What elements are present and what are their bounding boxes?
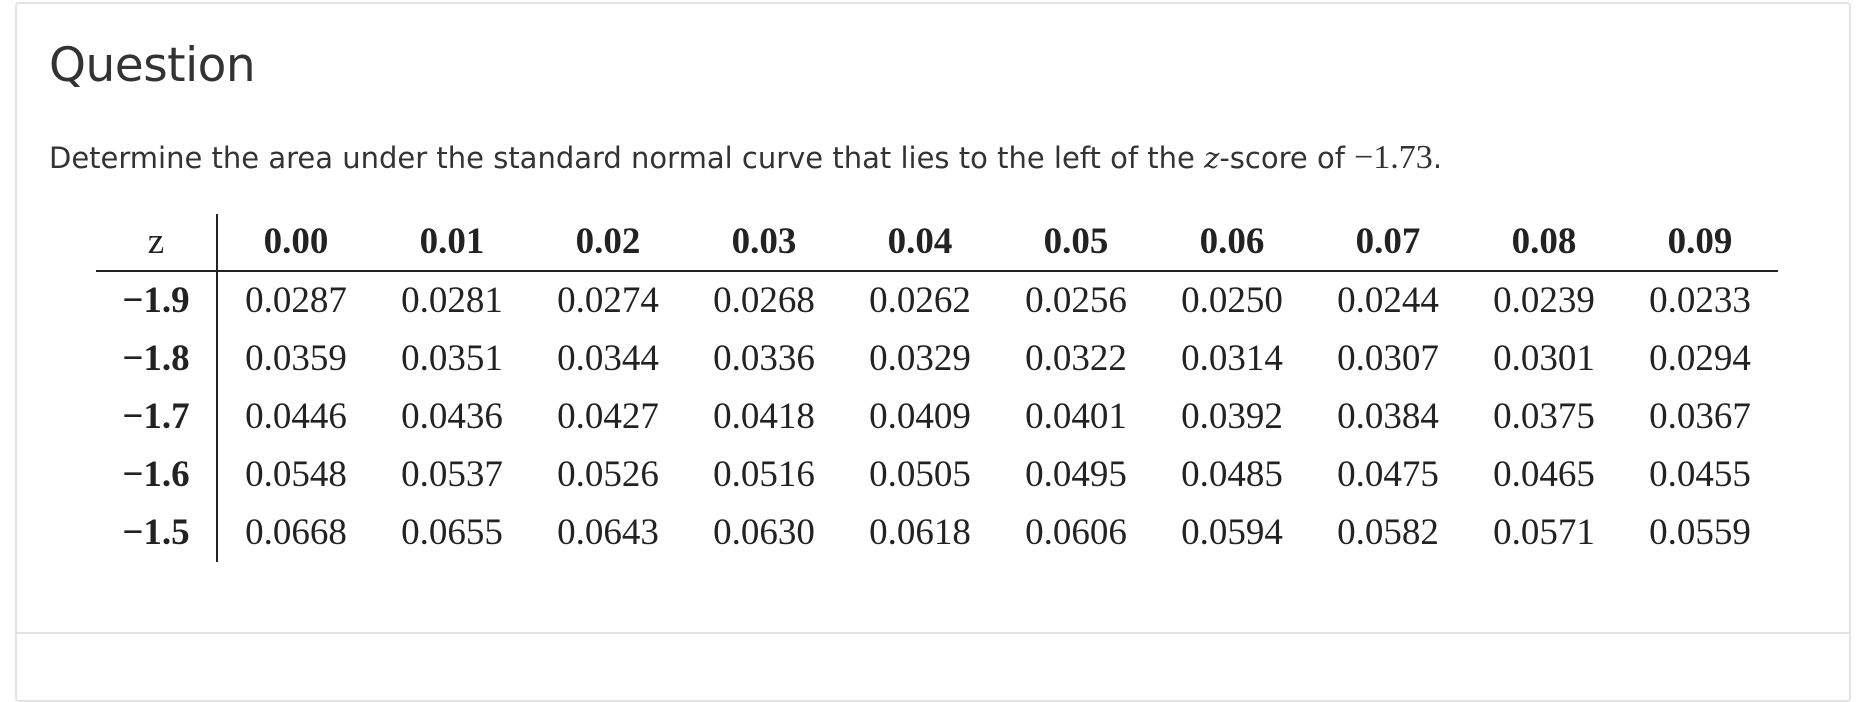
z-row-label: −1.6 [96,446,218,504]
table-cell: 0.0436 [401,396,503,437]
table-cell: 0.0643 [557,512,659,553]
z-table-header-row: z 0.00 0.01 0.02 0.03 0.04 0.05 0.06 0.0… [96,214,1778,272]
table-cell: 0.0250 [1181,280,1283,321]
table-cell: 0.0322 [1025,338,1127,379]
table-cell: 0.0571 [1493,512,1595,553]
z-row-label: −1.8 [96,330,218,388]
table-cell: 0.0630 [713,512,815,553]
table-cell: 0.0475 [1337,454,1439,495]
table-cell: 0.0582 [1337,512,1439,553]
column-header: 0.01 [374,214,530,272]
prompt-value: −1.73 [1354,139,1433,176]
table-cell: 0.0287 [245,280,347,321]
table-cell: 0.0294 [1649,338,1751,379]
table-cell: 0.0314 [1181,338,1283,379]
column-header: 0.04 [842,214,998,272]
table-cell: 0.0516 [713,454,815,495]
z-row-label: −1.9 [96,271,218,330]
table-row: −1.7 0.0446 0.0436 0.0427 0.0418 0.0409 … [96,388,1778,446]
prompt-text-before: Determine the area under the standard no… [49,141,1205,175]
table-cell: 0.0375 [1493,396,1595,437]
table-cell: 0.0606 [1025,512,1127,553]
table-cell: 0.0418 [713,396,815,437]
table-cell: 0.0268 [713,280,815,321]
table-cell: 0.0495 [1025,454,1127,495]
table-row: −1.9 0.0287 0.0281 0.0274 0.0268 0.0262 … [96,271,1778,330]
table-cell: 0.0668 [245,512,347,553]
column-header: 0.08 [1466,214,1622,272]
table-cell: 0.0446 [245,396,347,437]
table-cell: 0.0262 [869,280,971,321]
table-cell: 0.0427 [557,396,659,437]
table-cell: 0.0384 [1337,396,1439,437]
table-cell: 0.0618 [869,512,971,553]
table-cell: 0.0359 [245,338,347,379]
table-cell: 0.0548 [245,454,347,495]
prompt-text-mid: -score of [1219,141,1355,175]
table-cell: 0.0409 [869,396,971,437]
table-cell: 0.0594 [1181,512,1283,553]
z-column-header: z [96,214,218,272]
column-header: 0.09 [1622,214,1778,272]
table-cell: 0.0274 [557,280,659,321]
card-divider [15,632,1851,634]
table-cell: 0.0233 [1649,280,1751,321]
column-header: 0.06 [1154,214,1310,272]
table-cell: 0.0505 [869,454,971,495]
question-card [15,2,1851,702]
table-cell: 0.0526 [557,454,659,495]
table-cell: 0.0351 [401,338,503,379]
z-row-label: −1.5 [96,504,218,562]
column-header: 0.02 [530,214,686,272]
z-table: z 0.00 0.01 0.02 0.03 0.04 0.05 0.06 0.0… [96,214,1778,562]
table-cell: 0.0344 [557,338,659,379]
table-cell: 0.0392 [1181,396,1283,437]
column-header: 0.05 [998,214,1154,272]
table-cell: 0.0329 [869,338,971,379]
table-cell: 0.0559 [1649,512,1751,553]
table-cell: 0.0655 [401,512,503,553]
column-header: 0.00 [217,214,374,272]
table-cell: 0.0244 [1337,280,1439,321]
table-cell: 0.0485 [1181,454,1283,495]
table-cell: 0.0367 [1649,396,1751,437]
column-header: 0.07 [1310,214,1466,272]
question-heading: Question [49,38,256,93]
table-cell: 0.0336 [713,338,815,379]
z-row-label: −1.7 [96,388,218,446]
question-prompt: Determine the area under the standard no… [49,139,1442,177]
table-cell: 0.0307 [1337,338,1439,379]
table-cell: 0.0239 [1493,280,1595,321]
table-row: −1.8 0.0359 0.0351 0.0344 0.0336 0.0329 … [96,330,1778,388]
table-cell: 0.0281 [401,280,503,321]
table-cell: 0.0301 [1493,338,1595,379]
table-cell: 0.0256 [1025,280,1127,321]
table-row: −1.6 0.0548 0.0537 0.0526 0.0516 0.0505 … [96,446,1778,504]
table-cell: 0.0537 [401,454,503,495]
table-row: −1.5 0.0668 0.0655 0.0643 0.0630 0.0618 … [96,504,1778,562]
column-header: 0.03 [686,214,842,272]
prompt-text-after: . [1432,141,1443,175]
prompt-variable: z [1204,141,1220,175]
table-cell: 0.0455 [1649,454,1751,495]
table-cell: 0.0401 [1025,396,1127,437]
table-cell: 0.0465 [1493,454,1595,495]
